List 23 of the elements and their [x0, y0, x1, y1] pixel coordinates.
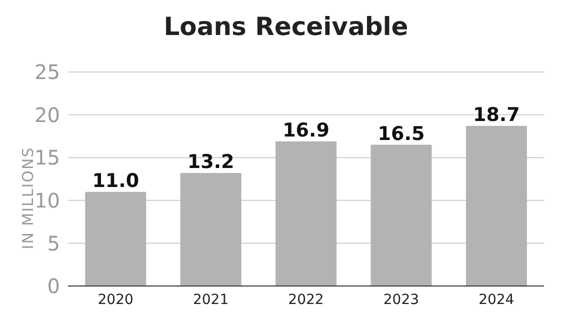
data-label: 16.5 [378, 122, 425, 145]
data-label: 18.7 [472, 104, 520, 126]
bar [85, 192, 146, 286]
y-tick-label: 10 [34, 188, 60, 212]
y-tick-label: 15 [34, 146, 60, 170]
y-tick-label: 5 [47, 231, 60, 256]
bar [276, 141, 337, 286]
y-tick-label: 20 [34, 102, 60, 127]
chart-title: Loans Receivable [162, 12, 410, 41]
data-label: 16.9 [282, 119, 330, 142]
x-tick-label: 2020 [98, 292, 134, 308]
y-tick-label: 25 [34, 60, 60, 84]
data-label: 11.0 [92, 170, 140, 192]
y-tick-label: 0 [47, 274, 60, 298]
bar [466, 126, 527, 286]
x-tick-label: 2024 [478, 292, 514, 308]
bar [370, 144, 432, 286]
y-axis-title: IN MILLIONS [19, 146, 37, 250]
x-tick-label: 2023 [383, 292, 420, 308]
x-tick-label: 2021 [192, 292, 229, 308]
data-label: 13.2 [187, 151, 234, 174]
x-tick-label: 2022 [288, 292, 324, 308]
bar [180, 173, 242, 286]
